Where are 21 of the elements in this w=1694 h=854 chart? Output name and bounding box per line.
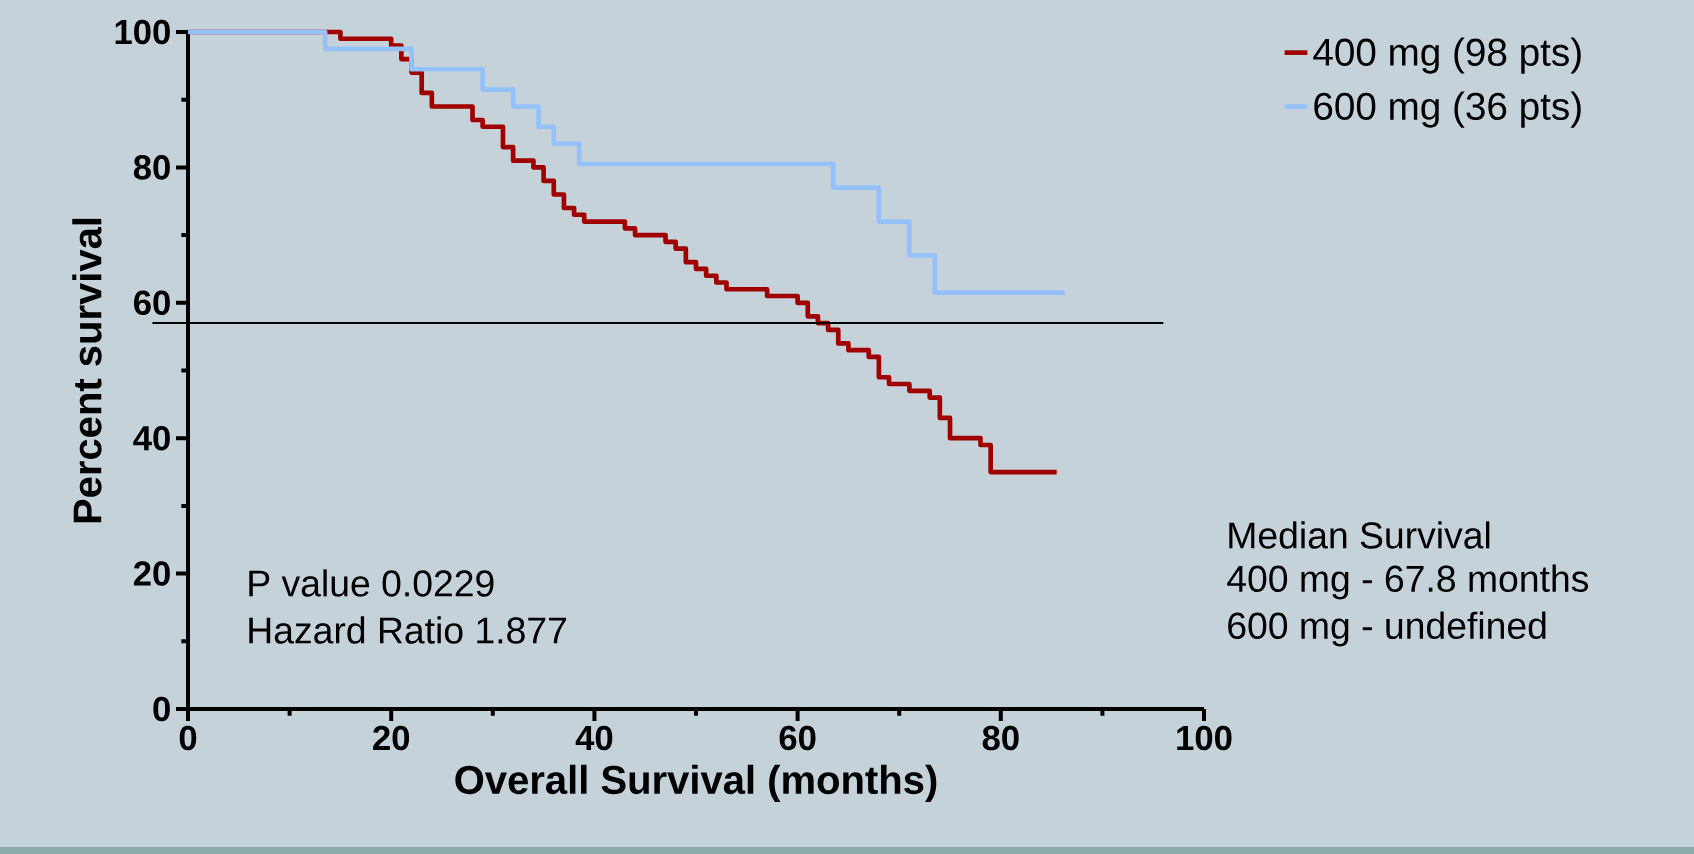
x-tick-label: 0 — [179, 725, 197, 751]
legend-label: 400 mg (98 pts) — [1313, 37, 1581, 74]
annotation: Hazard Ratio 1.877 — [249, 616, 566, 644]
x-tick-label: 60 — [779, 725, 816, 751]
x-tick-label: 40 — [575, 725, 613, 751]
text: 400 mg - 67.8 months — [1227, 564, 1589, 600]
y-tick-label: 0 — [153, 696, 170, 722]
x-tick-label: 100 — [1177, 725, 1232, 751]
text: Median Survival — [1229, 521, 1490, 549]
text: 600 mg - undefined — [1228, 611, 1546, 647]
x-axis-title: Overall Survival (months) — [455, 764, 937, 803]
annotation: P value 0.0229 — [249, 569, 494, 597]
x-tick-label: 80 — [982, 725, 1019, 751]
y-tick-label: 20 — [133, 561, 170, 586]
y-tick-label: 80 — [133, 155, 170, 180]
y-tick-label: 40 — [133, 425, 170, 451]
y-tick-label: 100 — [115, 19, 170, 45]
x-tick-label: 20 — [373, 725, 410, 751]
y-axis-title: Percent survival — [72, 218, 102, 523]
legend-label: 600 mg (36 pts) — [1314, 91, 1581, 128]
y-tick-label: 60 — [134, 290, 170, 316]
